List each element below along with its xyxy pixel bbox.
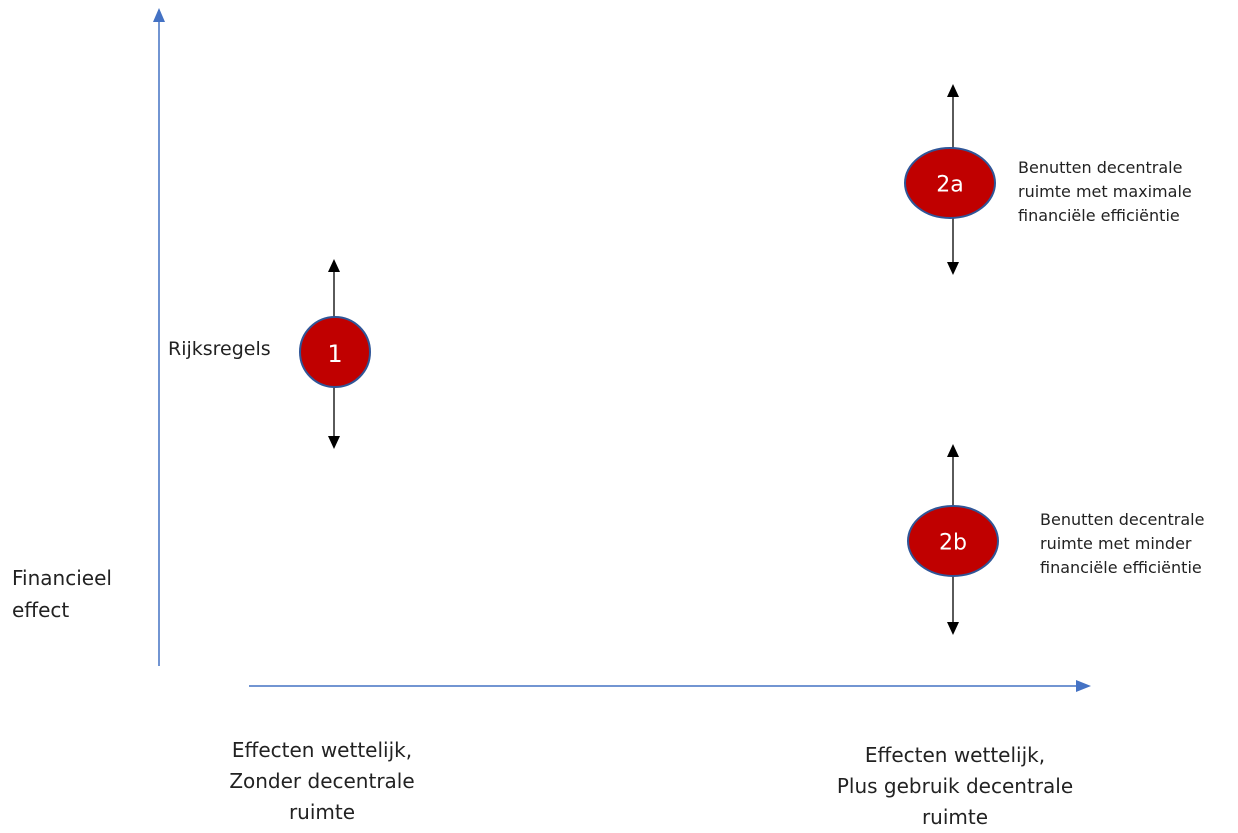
node-1-circle [299, 316, 371, 388]
node-2a: 2a [904, 147, 996, 219]
y-axis-label: Financieel effect [12, 566, 112, 622]
node-1-label: 1 [327, 340, 342, 368]
node-2a-label: 2a [936, 173, 963, 198]
node-1-side-label: Rijksregels [168, 338, 271, 360]
node-2b-circle [907, 505, 999, 577]
node-2b: 2b [907, 505, 999, 577]
node-1-range-arrow [328, 259, 340, 449]
node-2b-label: 2b [939, 531, 967, 556]
node-2b-description: Benutten decentrale ruimte met minder fi… [1040, 510, 1205, 577]
x-axis-arrowhead [1076, 680, 1091, 692]
y-axis-arrowhead [153, 8, 165, 22]
node-2a-description: Benutten decentrale ruimte met maximale … [1018, 158, 1192, 225]
node-2b-range-arrow [947, 444, 959, 635]
x-axis-left-label: Effecten wettelijk, Zonder decentrale ru… [229, 738, 415, 824]
node-2a-circle [904, 147, 996, 219]
node-1: 1 [299, 316, 371, 388]
x-axis-right-label: Effecten wettelijk, Plus gebruik decentr… [836, 743, 1074, 829]
node-2a-range-arrow [947, 84, 959, 275]
